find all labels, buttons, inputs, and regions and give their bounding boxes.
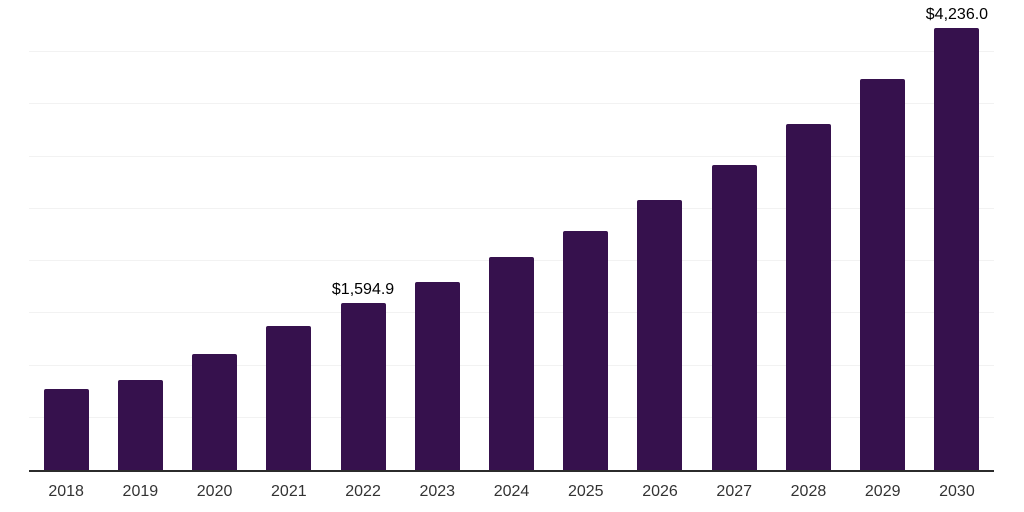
x-tick-2021: 2021 [271,483,307,500]
x-tick-2018: 2018 [48,483,84,500]
bar-slot-2023 [400,0,474,470]
bar-slot-2027 [697,0,771,470]
bar-2029 [860,79,906,470]
bar-2020 [192,353,238,470]
bar-slot-2025 [549,0,623,470]
bar-slot-2021 [252,0,326,470]
data-label-2030: $4,236.0 [925,5,989,23]
x-tick-2025: 2025 [567,483,604,500]
bar-slot-2022: $1,594.9 [326,0,400,470]
bar-2030 [934,27,980,470]
bar-2028 [785,124,831,470]
x-tick-2029: 2029 [864,483,901,500]
bar-slot-2024 [474,0,548,470]
x-tick-2023: 2023 [419,483,456,500]
bar-2022 [340,303,386,470]
x-tick-2024: 2024 [493,483,530,500]
bar-slot-2028 [771,0,845,470]
data-label-2022: $1,594.9 [331,281,395,299]
bar-2027 [711,164,757,470]
bar-slot-2018 [29,0,103,470]
bar-slot-2019 [103,0,177,470]
plot-area: $1,594.9 $4,236.0 [29,0,994,472]
bar-slot-2029 [846,0,920,470]
x-tick-2028: 2028 [790,483,827,500]
bar-2026 [637,199,683,470]
x-tick-2027: 2027 [716,483,753,500]
bar-2025 [563,230,609,470]
bar-2019 [117,379,163,470]
x-tick-2026: 2026 [642,483,678,500]
x-tick-2019: 2019 [122,483,159,500]
bar-2018 [43,388,89,470]
bar-slot-2026 [623,0,697,470]
bar-2023 [414,282,460,470]
bar-2021 [266,325,312,470]
bar-slot-2030: $4,236.0 [920,0,994,470]
x-tick-2022: 2022 [345,483,381,500]
bar-2024 [489,257,535,470]
x-tick-2020: 2020 [196,483,233,500]
x-axis-labels: 2018 2019 2020 2021 2022 2023 2024 2025 2026 2027… [29,472,994,501]
x-tick-2030: 2030 [939,483,975,500]
bar-slot-2020 [177,0,251,470]
